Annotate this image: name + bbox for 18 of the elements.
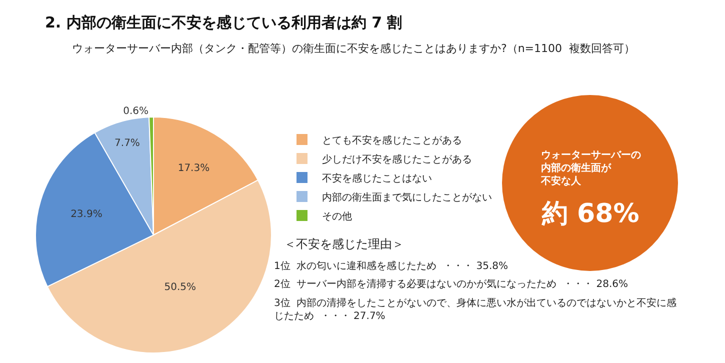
legend-label: 少しだけ不安を感じたことがある [322,153,472,166]
data-label: 17.3% [178,162,210,174]
chart-subtitle: ウォーターサーバー内部（タンク・配管等）の衛生面に不安を感じたことはありますか?（n=1100 複数回答可） [72,42,636,55]
data-label: 23.9% [70,208,102,220]
legend-label: その他 [322,210,352,222]
data-label: 0.6% [123,106,149,118]
legend-label: 不安を感じたことはない [322,172,432,184]
text: 約 68% [541,199,640,229]
data-label: 50.5% [164,282,196,294]
text: ウォーターサーバーの内部の衛生面が不安な人 [540,150,641,187]
text: 1位 水の匂いに違和感を感じたため ・・・ 35.8% [274,260,508,272]
legend-label: 内部の衛生面まで気にしたことがない [322,191,492,204]
legend-label: とても不安を感じたことがある [322,134,462,146]
chart-title: 2. 内部の衛生面に不安を感じている利用者は約 7 割 [45,13,402,32]
text: ＜不安を感じた理由＞ [284,237,404,251]
text: 3位 内部の清掃をしたことがないので、身体に悪い水が出ているのではないかと不安に感じたため ・・・ 27.7% [274,297,677,322]
data-label: 7.7% [114,138,140,149]
text: 2位 サーバー内部を清掃する必要はないのかが気になったため ・・・ 28.6% [274,278,628,290]
